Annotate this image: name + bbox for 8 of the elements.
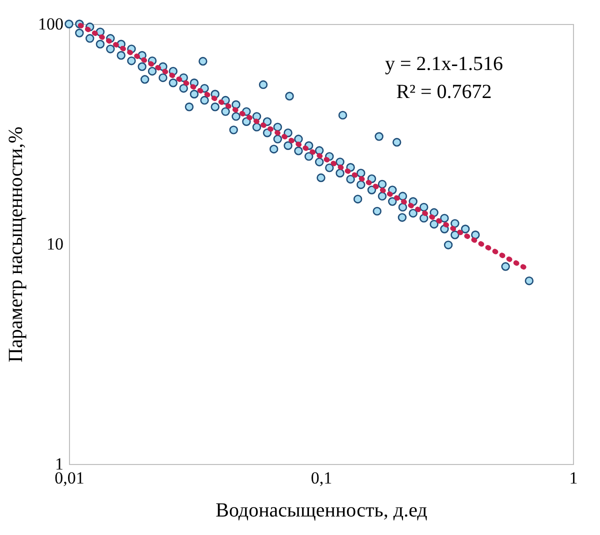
x-tick-label: 1 [569, 468, 578, 488]
y-tick-label: 100 [38, 14, 64, 34]
annotation: R² = 0.7672 [396, 81, 492, 103]
annotation: y = 2.1x-1.516 [385, 53, 503, 75]
x-axis-title: Водонасыщенность, д.ед [216, 500, 428, 522]
y-axis-title: Параметр насыщенности,% [5, 126, 27, 362]
x-tick-label: 0,1 [310, 468, 332, 488]
y-tick-label: 10 [46, 234, 64, 254]
